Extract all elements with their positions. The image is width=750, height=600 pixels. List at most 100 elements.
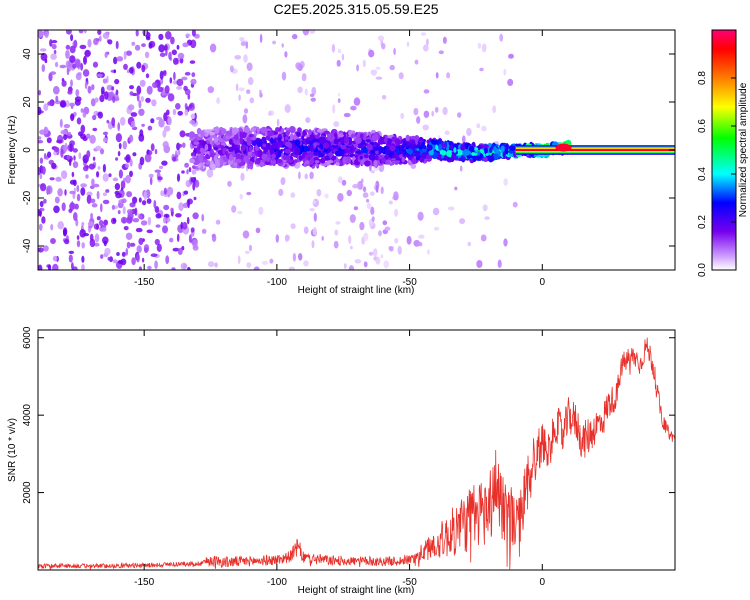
spectrogram-cell (301, 145, 305, 152)
spectrogram-cell (243, 155, 248, 163)
spectrogram-cell (199, 157, 204, 162)
spectrogram-cell (123, 63, 128, 70)
spectrogram-cell (503, 178, 509, 186)
spectrogram-cell (138, 133, 145, 142)
spectrogram-cell (86, 191, 93, 197)
spectrogram-cell (179, 130, 186, 138)
spectrogram-cell (38, 247, 44, 253)
spectrogram-cell (139, 156, 145, 166)
spectrogram-cell (422, 124, 430, 131)
spectrogram-cell (129, 91, 134, 96)
spectrogram-cell (146, 85, 153, 95)
spectrogram-cell (73, 212, 78, 221)
spectrogram-panel: -150 -100 -50 0 -40 -20 0 20 40 Height of strai… (7, 29, 676, 296)
spectrogram-cell (129, 170, 133, 177)
spectrogram-cell (154, 149, 158, 155)
spectrogram-cell (164, 85, 170, 94)
spectrogram-cell (479, 153, 483, 159)
spectrogram-cell (354, 259, 362, 264)
spectrogram-cell (145, 73, 150, 79)
spectrogram-cell (141, 43, 146, 48)
spectrogram-cell (102, 173, 109, 182)
spectrogram-cell (215, 141, 221, 145)
spectrogram-cell (507, 78, 514, 86)
spectrogram-cell (69, 102, 75, 107)
spectrogram-cell (400, 112, 405, 119)
spectrogram-cell (446, 150, 452, 157)
spectrogram-cell (169, 237, 174, 243)
spectrogram-cell (185, 33, 191, 38)
spectrogram-cell (385, 160, 391, 165)
spectrogram-cell (145, 97, 151, 103)
spectrogram-cell (163, 125, 171, 132)
spectrogram-cell (157, 176, 163, 181)
spectrogram-cell (221, 128, 226, 135)
spectrogram-cell (272, 40, 277, 45)
spectrogram-cell (248, 244, 253, 252)
spectrogram-cell (250, 127, 257, 132)
colorbar-tick-label: 0.8 (697, 71, 708, 85)
spectrogram-cell (196, 159, 200, 165)
snr-y-axis: 2000 4000 6000 (22, 326, 675, 504)
spectrogram-cell (350, 105, 357, 111)
spectrogram-cell (43, 245, 49, 252)
spectrogram-cell (39, 200, 44, 208)
spectrogram-cell (132, 152, 137, 157)
spectrogram-cell (186, 169, 189, 175)
spectrogram-cell (402, 151, 407, 156)
spectrogram-cell (482, 156, 489, 162)
spectrogram-cell (258, 161, 265, 167)
spectrogram-cell (406, 41, 410, 47)
spectrogram-cell (65, 100, 70, 108)
spectrogram-cell (79, 44, 87, 50)
spectrogram-cell (237, 255, 241, 264)
spectrogram-cell (368, 153, 376, 161)
spectrogram-cell (76, 117, 82, 125)
spectrogram-cell (337, 48, 342, 54)
spectrogram-cell (69, 143, 73, 153)
spectrogram-cell (135, 30, 139, 37)
spectrogram-cell (311, 240, 315, 249)
spectrogram-cell (107, 39, 113, 45)
spectrogram-cell (160, 78, 164, 85)
spectrogram-cell (348, 235, 352, 244)
colorbar-tick-label: 0.6 (697, 119, 708, 133)
spectrogram-cell (98, 220, 104, 227)
spectrogram-cell (140, 96, 144, 102)
spectrogram-cell (155, 213, 162, 219)
spectrogram-cell (395, 138, 401, 147)
spectrogram-cell (136, 85, 142, 95)
spectrogram-cell (43, 198, 47, 204)
spectrogram-cell (53, 146, 60, 153)
spectrogram-cell (115, 89, 119, 95)
spectrogram-cell (385, 146, 390, 154)
spectrogram-cell (63, 238, 70, 245)
spectrogram-cell (51, 162, 57, 169)
spectrogram-cell (112, 218, 116, 223)
spectrogram-cell (249, 146, 253, 152)
spectrogram-cell (96, 216, 101, 221)
spectrogram-cell (147, 216, 152, 226)
spectrogram-cell (480, 234, 487, 242)
spectrogram-cell (243, 108, 249, 114)
spectrogram-cell (143, 191, 148, 201)
spectrogram-cell (147, 125, 153, 131)
spectrogram-cell (268, 110, 275, 116)
spectrogram-cell (169, 77, 173, 84)
spectrogram-cell (68, 254, 73, 263)
spectrogram-cell (254, 160, 258, 165)
spectrogram-cell (277, 150, 282, 158)
spectrogram-cell (96, 73, 103, 78)
spectrogram-cell (72, 148, 78, 153)
spectrogram-cell (337, 92, 341, 97)
spectrogram-cell (290, 192, 296, 198)
spectrogram-cell (192, 239, 198, 249)
spectrogram-cell (64, 142, 68, 152)
spectrogram-cell (43, 103, 49, 111)
spectrogram-cell (193, 196, 197, 201)
spectrogram-cell (78, 152, 82, 160)
spectrogram-cell (290, 223, 296, 230)
spectrogram-cell (88, 163, 95, 170)
spectrogram-cell (163, 216, 167, 224)
spectrogram-cell (49, 39, 53, 47)
